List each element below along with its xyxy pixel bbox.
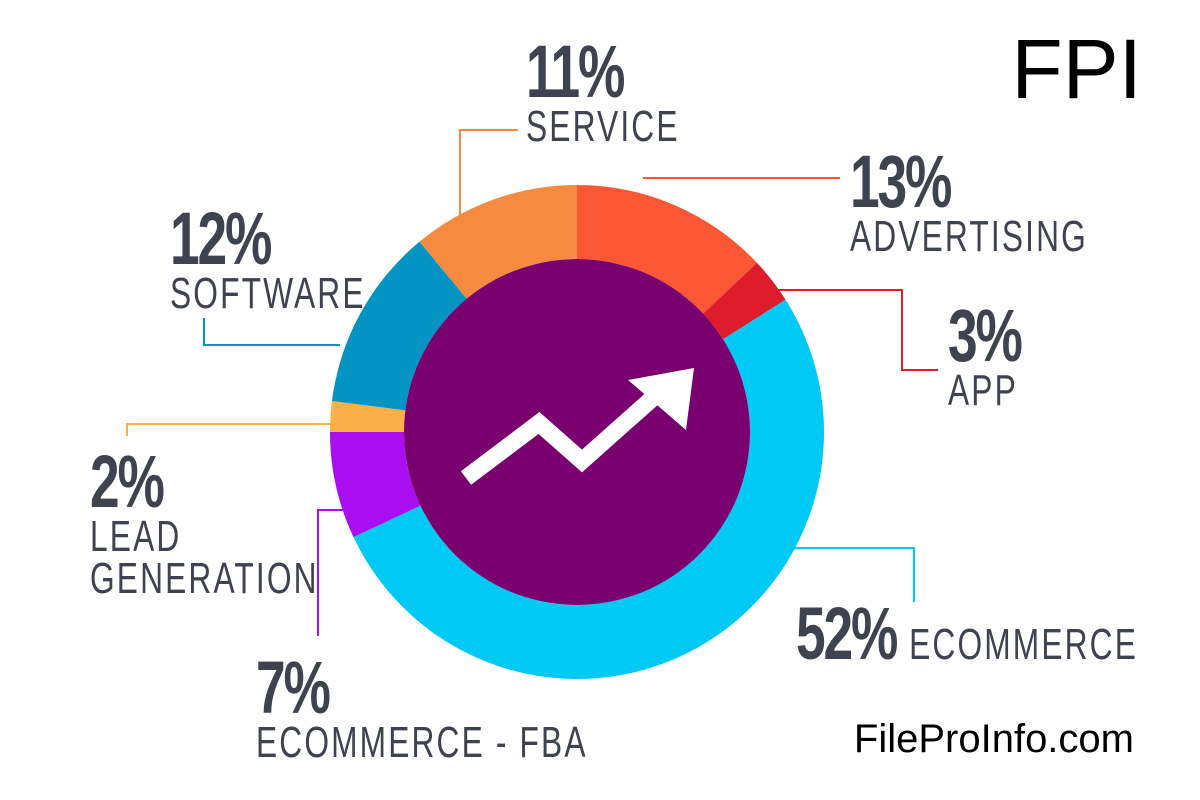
brand-website: FileProInfo.com: [853, 717, 1134, 761]
slice-label-service: 11% SERVICE: [526, 30, 680, 151]
slice-advertising: [577, 185, 758, 314]
slice-name: ADVERTISING: [850, 212, 1088, 261]
slice-software: [331, 241, 467, 411]
slice-percent: 12%: [170, 197, 272, 280]
leader-line: [317, 509, 345, 636]
slice-name: APP: [948, 366, 1018, 415]
trend-up-arrow-icon: [460, 381, 670, 485]
leader-lines: [126, 129, 938, 636]
donut-slices: [330, 185, 824, 679]
slice-lead-generation: [330, 401, 406, 432]
slice-name: LEAD GENERATION: [90, 512, 319, 603]
slice-percent: 13%: [850, 140, 952, 223]
leader-line: [770, 289, 938, 371]
slice-label-lead-generation: 2% LEAD GENERATION: [90, 440, 319, 603]
slice-percent: 2%: [90, 440, 165, 523]
leader-line: [203, 318, 340, 346]
leader-line: [790, 547, 915, 602]
slice-ecommerce-fba: [330, 432, 421, 538]
slice-label-ecommerce: 52% ECOMMERCE: [796, 592, 1139, 675]
slice-label-software: 12% SOFTWARE: [170, 197, 366, 318]
slice-ecommerce: [353, 299, 824, 679]
slice-percent: 7%: [256, 646, 331, 729]
slice-label-app: 3% APP: [948, 294, 1023, 415]
slice-name: ECOMMERCE: [909, 620, 1139, 669]
slice-name: SERVICE: [526, 102, 680, 151]
slice-label-advertising: 13% ADVERTISING: [850, 140, 1088, 261]
slice-percent: 3%: [948, 294, 1023, 377]
slice-service: [419, 185, 577, 299]
donut-center: [404, 259, 750, 605]
slice-percent: 52%: [796, 592, 898, 675]
slice-percent: 11%: [526, 30, 625, 113]
leader-line: [126, 423, 332, 436]
trend-arrow-head-icon: [628, 368, 694, 430]
slice-name: SOFTWARE: [170, 269, 366, 318]
slice-app: [703, 262, 786, 340]
slice-label-ecommerce-fba: 7% ECOMMERCE - FBA: [256, 646, 588, 767]
leader-line: [459, 129, 518, 222]
slice-name: ECOMMERCE - FBA: [256, 718, 588, 767]
brand-logo: FPI: [1011, 22, 1142, 116]
